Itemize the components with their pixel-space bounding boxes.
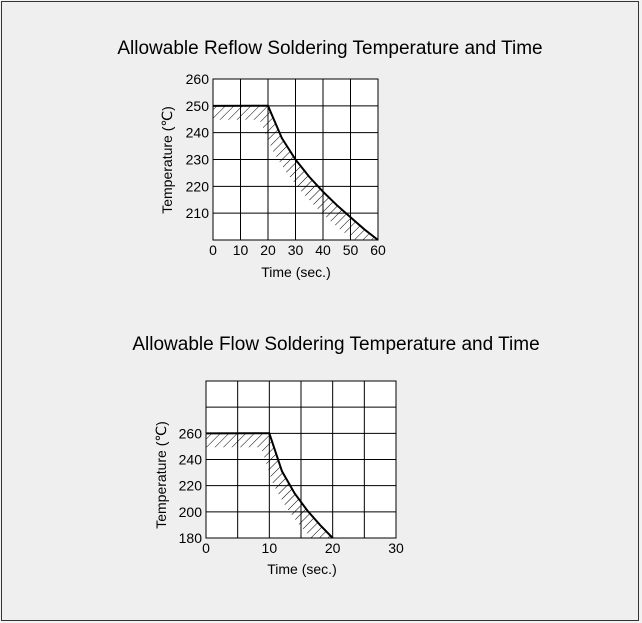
y-tick-label: 240 bbox=[179, 452, 203, 468]
x-tick-label: 10 bbox=[233, 242, 249, 258]
flow-chart-xlabel: Time (sec.) bbox=[267, 561, 336, 577]
flow-chart: Allowable Flow Soldering Temperature and… bbox=[132, 334, 539, 577]
y-tick-label: 220 bbox=[186, 178, 210, 194]
allowable-region-hatch bbox=[206, 433, 333, 538]
y-tick-label: 230 bbox=[186, 152, 210, 168]
x-tick-label: 10 bbox=[262, 540, 278, 556]
x-tick-label: 0 bbox=[209, 242, 217, 258]
x-tick-label: 20 bbox=[325, 540, 341, 556]
x-tick-label: 30 bbox=[288, 242, 304, 258]
flow-chart-series-line bbox=[205, 432, 334, 539]
flow-chart-grid bbox=[205, 380, 397, 539]
reflow-chart: Allowable Reflow Soldering Temperature a… bbox=[117, 38, 542, 280]
x-tick-label: 30 bbox=[388, 540, 404, 556]
reflow-chart-xticks: 0 10 20 30 40 50 60 bbox=[209, 242, 386, 258]
x-tick-label: 20 bbox=[260, 242, 276, 258]
y-tick-label: 180 bbox=[179, 530, 203, 546]
x-tick-label: 40 bbox=[315, 242, 331, 258]
flow-chart-ylabel: Temperature (℃) bbox=[153, 421, 169, 529]
y-tick-label: 220 bbox=[179, 478, 203, 494]
reflow-chart-xlabel: Time (sec.) bbox=[261, 264, 330, 280]
flow-chart-hatch bbox=[206, 433, 333, 538]
flow-chart-title: Allowable Flow Soldering Temperature and… bbox=[132, 334, 539, 355]
reflow-chart-title: Allowable Reflow Soldering Temperature a… bbox=[117, 38, 542, 59]
y-tick-label: 240 bbox=[186, 125, 210, 141]
y-tick-label: 250 bbox=[186, 98, 210, 114]
flow-chart-yticks: 260 240 220 200 180 bbox=[179, 425, 203, 546]
y-tick-label: 200 bbox=[179, 504, 203, 520]
y-tick-label: 260 bbox=[179, 425, 203, 441]
reflow-chart-ylabel: Temperature (℃) bbox=[159, 106, 175, 214]
y-tick-label: 210 bbox=[186, 205, 210, 221]
x-tick-label: 60 bbox=[370, 242, 386, 258]
x-tick-label: 50 bbox=[343, 242, 359, 258]
reflow-chart-yticks: 260 250 240 230 220 210 bbox=[186, 71, 210, 221]
y-tick-label: 260 bbox=[186, 71, 210, 87]
x-tick-label: 0 bbox=[202, 540, 210, 556]
reflow-chart-hatch bbox=[213, 105, 378, 240]
flow-chart-xticks: 0 10 20 30 bbox=[202, 540, 404, 556]
allowable-region-hatch bbox=[213, 105, 378, 240]
reflow-chart-series-line bbox=[212, 104, 379, 241]
